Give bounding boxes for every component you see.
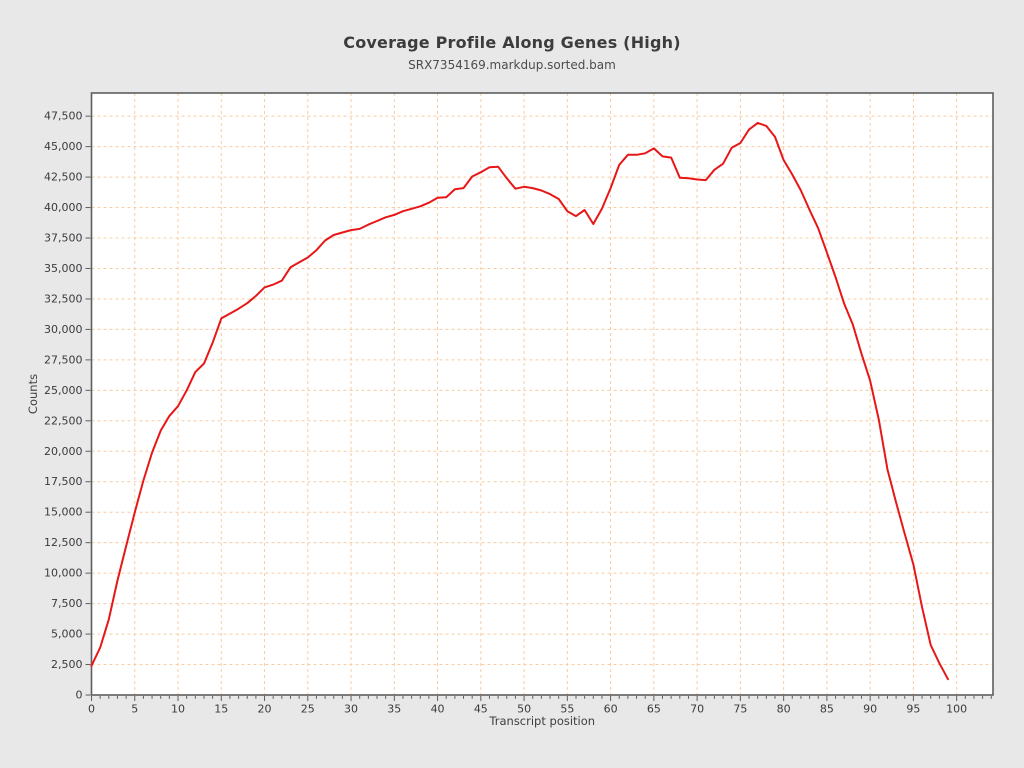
plot-frame [90,92,994,696]
y-axis-title: Counts [26,374,40,414]
svg-text:30,000: 30,000 [44,323,83,336]
svg-text:35: 35 [387,703,401,716]
x-tick-labels: 0 5 10 15 20 25 30 35 40 45 50 55 60 65 70 75 80 85 90 95 10… [88,703,967,716]
svg-text:22,500: 22,500 [44,414,83,427]
svg-text:40,000: 40,000 [44,201,83,214]
svg-text:60: 60 [604,703,618,716]
coverage-line [90,121,949,681]
y-tick-labels: 0 2,500 5,000 7,500 10,000 12,500 15,000 17,500… [44,110,83,702]
svg-text:80: 80 [777,703,791,716]
svg-text:17,500: 17,500 [44,475,83,488]
svg-text:47,500: 47,500 [44,110,83,123]
svg-text:25,000: 25,000 [44,384,83,397]
svg-text:30: 30 [344,703,358,716]
svg-text:45: 45 [474,703,488,716]
svg-text:15: 15 [214,703,228,716]
svg-text:10,000: 10,000 [44,567,83,580]
svg-text:2,500: 2,500 [51,658,83,671]
plot-area [91,93,993,695]
chart-subtitle: SRX7354169.markdup.sorted.bam [408,58,616,72]
chart-title: Coverage Profile Along Genes (High) [343,33,681,52]
x-axis-title: Transcript position [488,714,595,728]
svg-text:65: 65 [647,703,661,716]
svg-text:42,500: 42,500 [44,171,83,184]
svg-text:85: 85 [820,703,834,716]
svg-text:20: 20 [258,703,272,716]
svg-text:40: 40 [431,703,445,716]
svg-text:37,500: 37,500 [44,232,83,245]
svg-text:50: 50 [517,703,531,716]
svg-text:35,000: 35,000 [44,262,83,275]
svg-text:27,500: 27,500 [44,353,83,366]
svg-text:75: 75 [733,703,747,716]
svg-text:90: 90 [863,703,877,716]
svg-text:12,500: 12,500 [44,536,83,549]
svg-text:10: 10 [171,703,185,716]
svg-text:0: 0 [76,689,83,702]
svg-text:70: 70 [690,703,704,716]
svg-text:55: 55 [560,703,574,716]
svg-text:7,500: 7,500 [51,597,83,610]
svg-text:20,000: 20,000 [44,445,83,458]
svg-text:32,500: 32,500 [44,292,83,305]
svg-text:45,000: 45,000 [44,140,83,153]
svg-text:5: 5 [131,703,138,716]
axis-ticks [85,115,992,701]
svg-text:100: 100 [946,703,967,716]
svg-text:95: 95 [906,703,920,716]
svg-text:15,000: 15,000 [44,506,83,519]
svg-text:25: 25 [301,703,315,716]
svg-text:0: 0 [88,703,95,716]
svg-text:5,000: 5,000 [51,628,83,641]
